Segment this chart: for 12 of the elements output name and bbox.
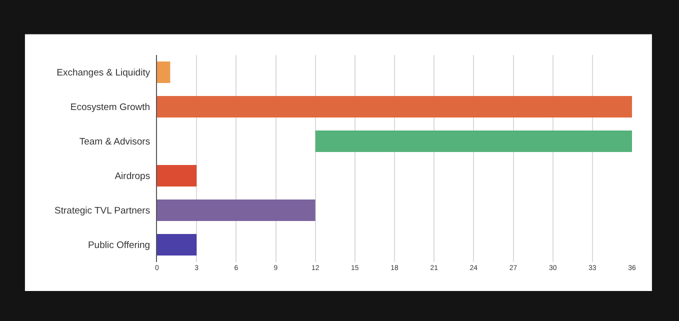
bar <box>157 62 170 83</box>
y-tick-label: Airdrops <box>114 171 150 182</box>
bar <box>157 200 316 221</box>
bar <box>157 96 632 118</box>
bar <box>157 234 197 256</box>
y-tick-label: Team & Advisors <box>79 136 150 148</box>
y-tick-label: Exchanges & Liquidity <box>56 68 150 79</box>
bar <box>315 130 632 152</box>
y-tick-label: Ecosystem Growth <box>70 102 150 114</box>
y-tick-label: Strategic TVL Partners <box>54 206 150 217</box>
bar <box>157 165 197 186</box>
y-tick-label: Public Offering <box>88 240 150 252</box>
